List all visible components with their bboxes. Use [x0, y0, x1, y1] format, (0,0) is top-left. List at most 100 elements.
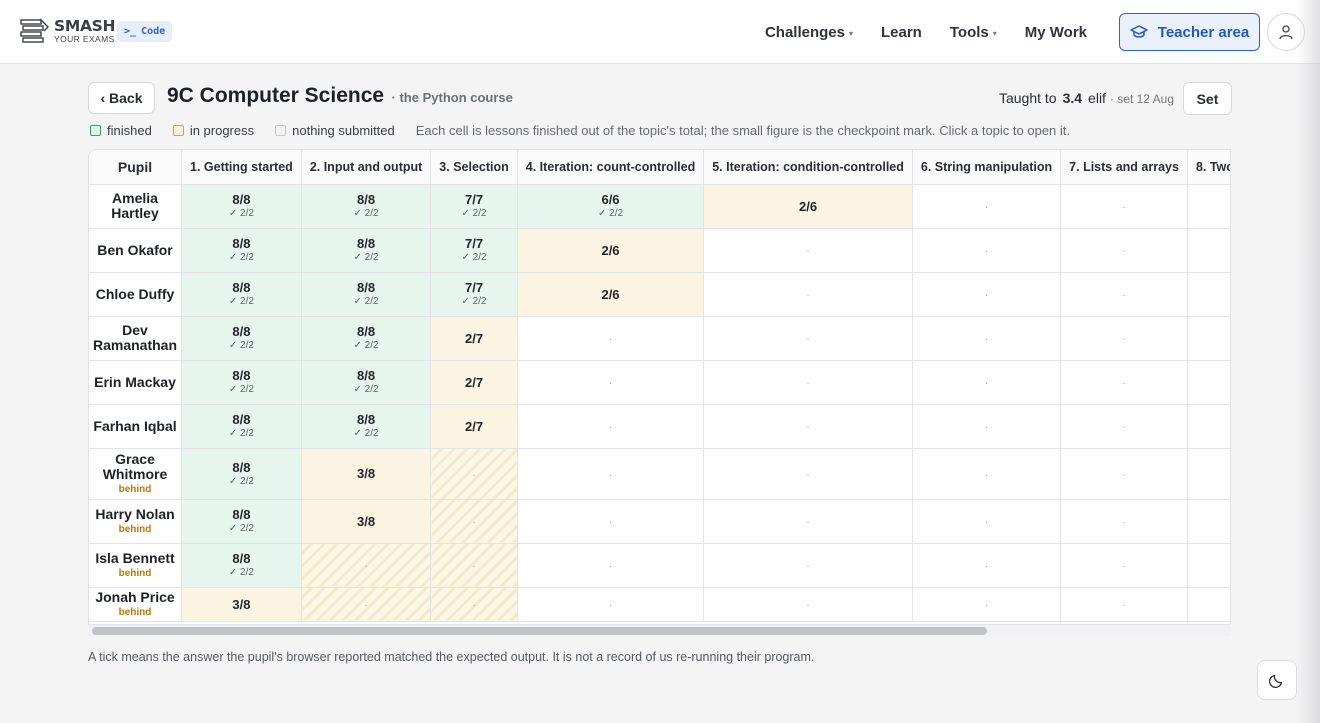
progress-cell[interactable]: ·	[1187, 316, 1230, 361]
progress-grid[interactable]: Pupil 1. Getting started 2. Input and outp…	[88, 149, 1231, 636]
progress-cell[interactable]: ·	[703, 404, 913, 449]
progress-cell[interactable]: ·	[1060, 404, 1188, 449]
set-button[interactable]: Set	[1183, 82, 1232, 115]
progress-cell[interactable]: 7/7 ✓ 2/2	[430, 272, 518, 317]
progress-cell[interactable]: ·	[1060, 228, 1188, 273]
progress-cell[interactable]: ·	[1187, 587, 1230, 622]
progress-cell[interactable]: 8/8 ✓ 2/2	[181, 228, 302, 273]
progress-cell[interactable]: ·	[703, 360, 913, 405]
progress-cell[interactable]: 8/8 ✓ 2/2	[181, 184, 302, 229]
nav-learn[interactable]: Learn	[867, 24, 936, 41]
progress-cell[interactable]: 8/8 ✓ 2/2	[181, 404, 302, 449]
progress-cell[interactable]: 8/8 ✓ 2/2	[181, 499, 302, 544]
progress-cell[interactable]: ·	[912, 316, 1062, 361]
pupil-name-cell[interactable]: Grace Whitmore behind	[89, 448, 183, 500]
progress-cell[interactable]: 2/7	[430, 316, 518, 361]
progress-cell[interactable]: ·	[1187, 184, 1230, 229]
progress-cell[interactable]: 6/6 ✓ 2/2	[517, 184, 705, 229]
nav-my-work[interactable]: My Work	[1011, 24, 1101, 41]
progress-cell[interactable]: 8/8 ✓ 2/2	[181, 316, 302, 361]
site-logo[interactable]: SMASH YOUR EXAMS	[20, 16, 116, 46]
progress-cell[interactable]: 3/8	[301, 448, 432, 500]
progress-cell[interactable]: ·	[703, 316, 913, 361]
progress-cell[interactable]: ·	[1060, 272, 1188, 317]
pupil-name-cell[interactable]: Ben Okafor	[89, 228, 183, 273]
code-badge[interactable]: >_ Code	[117, 21, 173, 42]
progress-cell[interactable]: ·	[1187, 272, 1230, 317]
progress-cell[interactable]: 8/8 ✓ 2/2	[181, 448, 302, 500]
progress-cell[interactable]: ·	[1187, 404, 1230, 449]
back-button[interactable]: ‹ Back	[88, 82, 155, 114]
progress-cell[interactable]: 8/8 ✓ 2/2	[181, 360, 302, 405]
progress-cell[interactable]: ·	[912, 272, 1062, 317]
progress-cell[interactable]: 8/8 ✓ 2/2	[301, 360, 432, 405]
account-button[interactable]	[1267, 13, 1305, 51]
topic-header[interactable]: 6. String manipulation	[912, 150, 1062, 185]
progress-cell[interactable]: ·	[430, 543, 518, 588]
progress-cell[interactable]: 2/6	[517, 272, 705, 317]
progress-cell[interactable]: 3/8	[301, 499, 432, 544]
progress-cell[interactable]: ·	[430, 587, 518, 622]
progress-cell[interactable]: 3/8	[181, 587, 302, 622]
progress-cell[interactable]: ·	[912, 543, 1062, 588]
pupil-name-cell[interactable]: Amelia Hartley	[89, 184, 183, 229]
progress-cell[interactable]: 8/8 ✓ 2/2	[301, 184, 432, 229]
progress-cell[interactable]: ·	[517, 404, 705, 449]
progress-cell[interactable]: ·	[1187, 543, 1230, 588]
progress-cell[interactable]: ·	[517, 587, 705, 622]
progress-cell[interactable]: 2/6	[703, 184, 913, 229]
progress-cell[interactable]: 8/8 ✓ 2/2	[181, 272, 302, 317]
progress-cell[interactable]: 2/7	[430, 404, 518, 449]
topic-header[interactable]: 1. Getting started	[181, 150, 302, 185]
progress-cell[interactable]: ·	[1060, 316, 1188, 361]
progress-cell[interactable]: ·	[517, 448, 705, 500]
pupil-name-cell[interactable]: Farhan Iqbal	[89, 404, 183, 449]
progress-cell[interactable]: ·	[703, 228, 913, 273]
progress-cell[interactable]: 8/8 ✓ 2/2	[301, 272, 432, 317]
pupil-name-cell[interactable]: Chloe Duffy	[89, 272, 183, 317]
topic-header[interactable]: 8. Two dimensional lists	[1187, 150, 1230, 185]
progress-cell[interactable]: 8/8 ✓ 2/2	[301, 404, 432, 449]
progress-cell[interactable]: ·	[517, 360, 705, 405]
progress-cell[interactable]: 8/8 ✓ 2/2	[301, 228, 432, 273]
pupil-name-cell[interactable]: Dev Ramanathan	[89, 316, 183, 361]
progress-cell[interactable]: ·	[912, 448, 1062, 500]
pupil-name-cell[interactable]: Isla Bennett behind	[89, 543, 183, 588]
progress-cell[interactable]: ·	[912, 499, 1062, 544]
teacher-area-button[interactable]: Teacher area	[1119, 13, 1260, 51]
progress-cell[interactable]: 8/8 ✓ 2/2	[301, 316, 432, 361]
progress-cell[interactable]: ·	[517, 543, 705, 588]
progress-cell[interactable]: ·	[1060, 587, 1188, 622]
progress-cell[interactable]: ·	[1060, 543, 1188, 588]
progress-cell[interactable]: ·	[301, 587, 432, 622]
progress-cell[interactable]: ·	[430, 499, 518, 544]
progress-cell[interactable]: 2/6	[517, 228, 705, 273]
progress-cell[interactable]: ·	[1060, 184, 1188, 229]
progress-cell[interactable]: ·	[703, 499, 913, 544]
progress-cell[interactable]: ·	[703, 543, 913, 588]
progress-cell[interactable]: 7/7 ✓ 2/2	[430, 184, 518, 229]
dark-mode-toggle[interactable]	[1257, 660, 1297, 700]
progress-cell[interactable]: ·	[430, 448, 518, 500]
pupil-name-cell[interactable]: Jonah Price behind	[89, 587, 183, 622]
progress-cell[interactable]: 2/7	[430, 360, 518, 405]
topic-header[interactable]: 3. Selection	[430, 150, 518, 185]
progress-cell[interactable]: ·	[703, 272, 913, 317]
progress-cell[interactable]: ·	[912, 228, 1062, 273]
pupil-name-cell[interactable]: Harry Nolan behind	[89, 499, 183, 544]
progress-cell[interactable]: ·	[912, 184, 1062, 229]
progress-cell[interactable]: ·	[1060, 499, 1188, 544]
progress-cell[interactable]: ·	[1187, 448, 1230, 500]
progress-cell[interactable]: 8/8 ✓ 2/2	[181, 543, 302, 588]
topic-header[interactable]: 7. Lists and arrays	[1060, 150, 1188, 185]
progress-cell[interactable]: ·	[517, 316, 705, 361]
pupil-name-cell[interactable]: Erin Mackay	[89, 360, 183, 405]
progress-cell[interactable]: ·	[1060, 360, 1188, 405]
progress-cell[interactable]: ·	[1187, 360, 1230, 405]
progress-cell[interactable]: ·	[912, 587, 1062, 622]
progress-cell[interactable]: 7/7 ✓ 2/2	[430, 228, 518, 273]
progress-cell[interactable]: ·	[912, 404, 1062, 449]
progress-cell[interactable]: ·	[912, 360, 1062, 405]
progress-cell[interactable]: ·	[703, 448, 913, 500]
progress-cell[interactable]: ·	[1060, 448, 1188, 500]
